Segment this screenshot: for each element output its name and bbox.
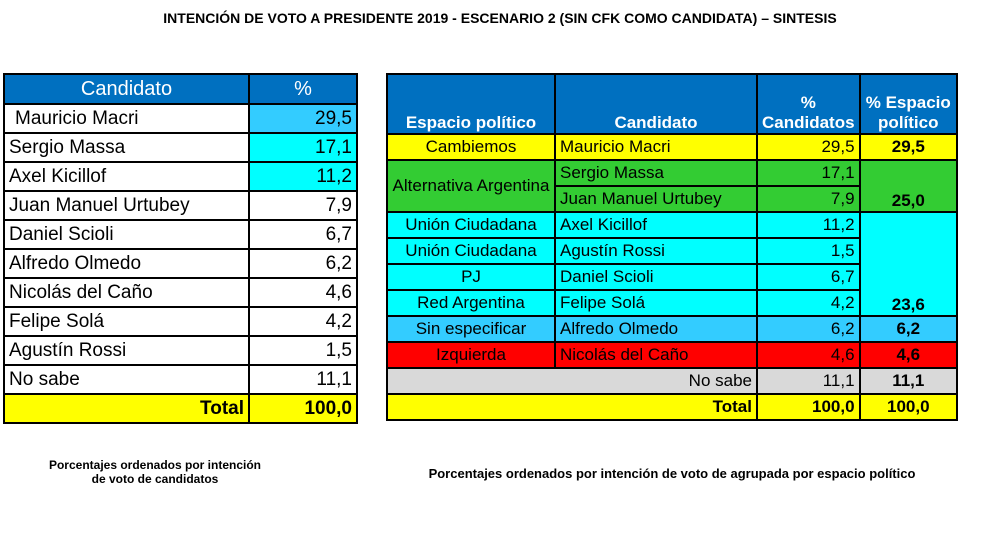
table-row: Juan Manuel Urtubey 7,9 — [3, 190, 358, 221]
espacio-pct: 4,6 — [858, 341, 959, 369]
candidate-pct: 7,9 — [248, 190, 358, 221]
espacio: Izquierda — [386, 341, 556, 369]
col-pct-espacio: % Espacio político — [858, 73, 959, 135]
candidate-pct: 17,1 — [248, 132, 358, 163]
espacio-pct: 29,5 — [858, 133, 959, 161]
col-espacio: Espacio político — [386, 73, 556, 135]
table-row: Cambiemos Mauricio Macri 29,5 29,5 — [386, 133, 959, 161]
pct: 4,2 — [756, 289, 861, 317]
candidate-name: Nicolás del Caño — [3, 277, 250, 308]
pct: 6,2 — [756, 315, 861, 343]
candidates-table: Candidato% Mauricio Macri 29,5 Sergio Mas… — [3, 73, 358, 424]
no-sabe-label: No sabe — [386, 367, 758, 395]
candidate-pct: 11,1 — [248, 364, 358, 395]
candidato: Sergio Massa — [554, 159, 758, 187]
candidate-pct: 1,5 — [248, 335, 358, 366]
table-row: Axel Kicillof 11,2 — [3, 161, 358, 192]
col-pct-candidatos: % Candidatos — [756, 73, 861, 135]
table-row: Nicolás del Caño 4,6 — [3, 277, 358, 308]
espacio-pct: 6,2 — [858, 315, 959, 343]
col-pct: % — [248, 73, 358, 105]
candidato: Agustín Rossi — [554, 237, 758, 265]
total-pct: 100,0 — [756, 393, 861, 421]
pct: 11,1 — [756, 367, 861, 395]
table-row: Unión Ciudadana Axel Kicillof 11,2 23,6 — [386, 211, 959, 317]
table-row: Izquierda Nicolás del Caño 4,6 4,6 — [386, 341, 959, 369]
pct: 7,9 — [756, 185, 861, 213]
candidate-pct: 4,2 — [248, 306, 358, 337]
pct: 4,6 — [756, 341, 861, 369]
pct: 11,2 — [756, 211, 861, 239]
left-note: Porcentajes ordenados por intención de v… — [48, 458, 262, 486]
total-espacio-pct: 100,0 — [858, 393, 959, 421]
table-row: Agustín Rossi 1,5 — [3, 335, 358, 366]
espacio-pct: 23,6 — [858, 211, 959, 317]
espacio: Unión Ciudadana — [386, 237, 556, 265]
table-row: Sin especificar Alfredo Olmedo 6,2 6,2 — [386, 315, 959, 343]
candidato: Felipe Solá — [554, 289, 758, 317]
table-row: Daniel Scioli 6,7 — [3, 219, 358, 250]
right-note: Porcentajes ordenados por intención de v… — [428, 466, 916, 481]
space-table: Espacio político Candidato% Candidatos% E… — [386, 73, 959, 421]
candidato: Alfredo Olmedo — [554, 315, 758, 343]
candidate-name: Mauricio Macri — [3, 103, 250, 134]
total-row: Total 100,0 100,0 — [386, 393, 959, 421]
table-row: Mauricio Macri 29,5 — [3, 103, 358, 134]
total-label: Total — [386, 393, 758, 421]
table-row: Alternativa Argentina Sergio Massa 17,1 25,… — [386, 159, 959, 213]
candidate-name: No sabe — [3, 364, 250, 395]
table-row: Alfredo Olmedo 6,2 — [3, 248, 358, 279]
table-row: Felipe Solá 4,2 — [3, 306, 358, 337]
espacio: Red Argentina — [386, 289, 556, 317]
candidate-name: Juan Manuel Urtubey — [3, 190, 250, 221]
candidato: Mauricio Macri — [554, 133, 758, 161]
candidate-pct: 29,5 — [248, 103, 358, 134]
candidate-name: Alfredo Olmedo — [3, 248, 250, 279]
candidate-name: Daniel Scioli — [3, 219, 250, 250]
pct: 17,1 — [756, 159, 861, 187]
candidate-pct: 4,6 — [248, 277, 358, 308]
pct: 1,5 — [756, 237, 861, 265]
candidate-name: Felipe Solá — [3, 306, 250, 337]
page-title: INTENCIÓN DE VOTO A PRESIDENTE 2019 - ES… — [163, 10, 837, 26]
total-row: Total 100,0 — [3, 393, 358, 424]
pct: 29,5 — [756, 133, 861, 161]
espacio: Alternativa Argentina — [386, 159, 556, 213]
candidato: Juan Manuel Urtubey — [554, 185, 758, 213]
espacio: Sin especificar — [386, 315, 556, 343]
candidate-pct: 11,2 — [248, 161, 358, 192]
espacio-pct: 25,0 — [858, 159, 959, 213]
espacio: Unión Ciudadana — [386, 211, 556, 239]
candidate-pct: 6,2 — [248, 248, 358, 279]
candidate-pct: 6,7 — [248, 219, 358, 250]
col-candidato: Candidato — [554, 73, 758, 135]
espacio: PJ — [386, 263, 556, 291]
candidate-name: Axel Kicillof — [3, 161, 250, 192]
candidato: Axel Kicillof — [554, 211, 758, 239]
table-row: No sabe 11,1 — [3, 364, 358, 395]
total-pct: 100,0 — [248, 393, 358, 424]
pct: 6,7 — [756, 263, 861, 291]
candidato: Nicolás del Caño — [554, 341, 758, 369]
total-label: Total — [3, 393, 250, 424]
table-row: Sergio Massa 17,1 — [3, 132, 358, 163]
candidato: Daniel Scioli — [554, 263, 758, 291]
col-candidato: Candidato — [3, 73, 250, 105]
espacio-pct: 11,1 — [858, 367, 959, 395]
candidate-name: Sergio Massa — [3, 132, 250, 163]
espacio: Cambiemos — [386, 133, 556, 161]
no-sabe-row: No sabe 11,1 11,1 — [386, 367, 959, 395]
candidate-name: Agustín Rossi — [3, 335, 250, 366]
